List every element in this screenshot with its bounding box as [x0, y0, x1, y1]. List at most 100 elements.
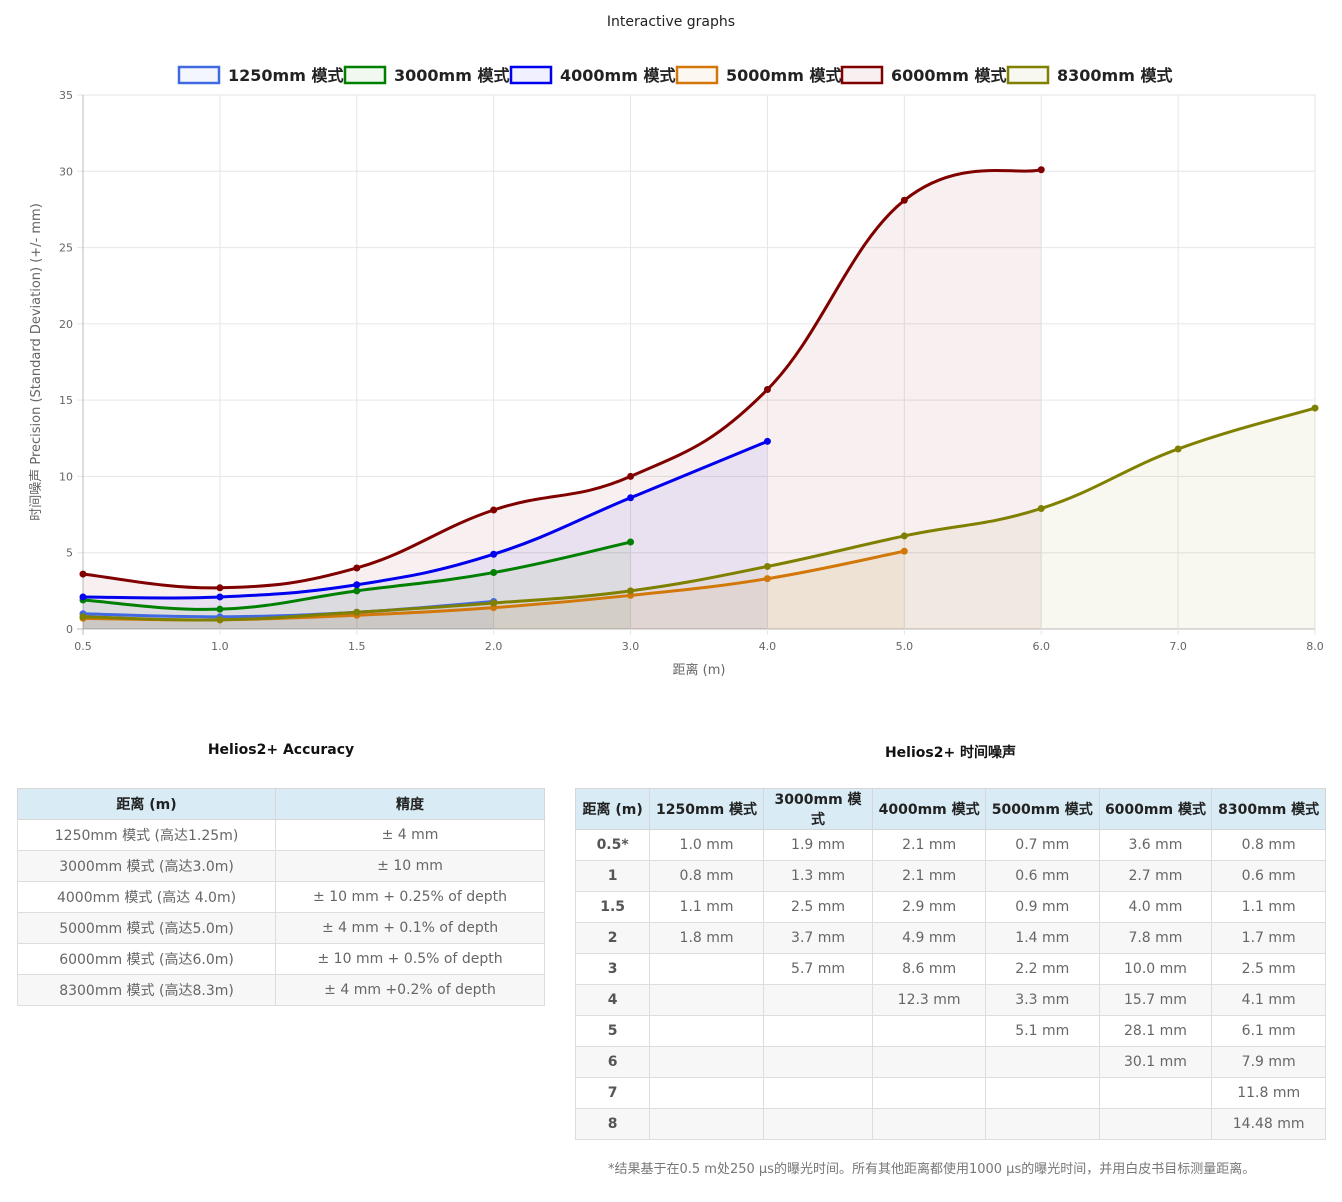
legend-item[interactable]: 1250mm 模式 [177, 65, 343, 85]
x-tick-label: 7.0 [1169, 640, 1187, 653]
table-cell: 1.4 mm [985, 922, 1100, 954]
table-row: 8 14.48 mm [574, 1108, 1326, 1140]
x-tick-label: 1.0 [211, 640, 229, 653]
accuracy-table-header-cell: 距离 (m) [16, 788, 277, 820]
data-point[interactable] [353, 564, 361, 572]
table-cell: 0.8 mm [1211, 829, 1326, 861]
table-cell: ± 10 mm [275, 850, 545, 882]
y-tick-label: 10 [59, 470, 73, 483]
table-cell: 7.8 mm [1098, 922, 1213, 954]
table-cell: 5.7 mm [762, 953, 874, 985]
x-tick-label: 8.0 [1306, 640, 1324, 653]
y-tick-label: 5 [66, 547, 73, 560]
legend-swatch [509, 65, 553, 85]
table-cell: 12.3 mm [872, 984, 986, 1016]
table-cell: 7 [574, 1077, 651, 1109]
table-cell: 2.7 mm [1098, 860, 1213, 892]
table-row: 3 5.7 mm 8.6 mm 2.2 mm 10.0 mm 2.5 mm [574, 953, 1326, 985]
table-cell [985, 1108, 1100, 1140]
data-point[interactable] [490, 599, 498, 607]
table-row: 2 1.8 mm 3.7 mm 4.9 mm 1.4 mm 7.8 mm 1.7 mm [574, 922, 1326, 954]
data-point[interactable] [79, 613, 87, 621]
legend-label: 6000mm 模式 [891, 66, 1006, 85]
data-point[interactable] [627, 587, 635, 595]
data-point[interactable] [79, 593, 87, 601]
table-cell [649, 984, 764, 1016]
table-cell: 2.9 mm [872, 891, 986, 923]
x-axis-ticks: 0.5 1.0 1.5 2.0 3.0 4.0 5.0 6.0 7.0 8.0 [74, 640, 1324, 653]
series-area [83, 169, 1042, 629]
table-cell: 2 [574, 922, 651, 954]
data-point[interactable] [490, 569, 498, 577]
legend-swatch [343, 65, 387, 85]
data-point[interactable] [763, 562, 771, 570]
noise-table-header-cell: 3000mm 模式 [762, 788, 874, 830]
data-point[interactable] [216, 584, 224, 592]
table-cell [762, 1108, 874, 1140]
table-row: 5 5.1 mm 28.1 mm 6.1 mm [574, 1015, 1326, 1047]
data-point[interactable] [900, 547, 908, 555]
table-cell: 1.7 mm [1211, 922, 1326, 954]
data-point[interactable] [627, 494, 635, 502]
data-point[interactable] [763, 575, 771, 583]
table-cell [985, 1077, 1100, 1109]
y-tick-label: 0 [66, 623, 73, 636]
table-cell: 8300mm 模式 (高达8.3m) [16, 974, 277, 1006]
table-cell [762, 984, 874, 1016]
legend-item[interactable]: 8300mm 模式 [1006, 65, 1172, 85]
data-point[interactable] [763, 437, 771, 445]
table-cell [1098, 1108, 1213, 1140]
table-cell [649, 1015, 764, 1047]
data-point[interactable] [216, 616, 224, 624]
chart-grid [77, 94, 1316, 635]
data-point[interactable] [353, 581, 361, 589]
data-point[interactable] [79, 570, 87, 578]
legend-item[interactable]: 5000mm 模式 [675, 65, 841, 85]
legend-item[interactable]: 4000mm 模式 [509, 65, 675, 85]
data-point[interactable] [1037, 504, 1045, 512]
data-point[interactable] [216, 593, 224, 601]
series-area [83, 408, 1315, 629]
table-row: 6 30.1 mm 7.9 mm [574, 1046, 1326, 1078]
data-point[interactable] [490, 506, 498, 514]
data-point[interactable] [1037, 166, 1045, 174]
data-point[interactable] [900, 196, 908, 204]
x-tick-label: 0.5 [74, 640, 92, 653]
data-point[interactable] [353, 587, 361, 595]
x-axis-title: 距离 (m) [673, 662, 726, 678]
series-line[interactable] [82, 439, 769, 600]
data-point[interactable] [353, 608, 361, 616]
page-title: Interactive graphs [606, 14, 736, 30]
table-cell: 28.1 mm [1098, 1015, 1213, 1047]
table-cell: 6 [574, 1046, 651, 1078]
data-point[interactable] [627, 538, 635, 546]
table-cell: ± 4 mm +0.2% of depth [275, 974, 545, 1006]
table-cell: 0.6 mm [985, 860, 1100, 892]
data-point[interactable] [900, 532, 908, 540]
y-tick-label: 15 [59, 394, 73, 407]
table-cell [872, 1046, 986, 1078]
series-line[interactable] [82, 168, 1042, 590]
table-row: 4000mm 模式 (高达 4.0m) ± 10 mm + 0.25% of de… [16, 881, 545, 913]
table-row: 5000mm 模式 (高达5.0m) ± 4 mm + 0.1% of depth [16, 912, 545, 944]
table-cell [872, 1108, 986, 1140]
data-point[interactable] [1174, 445, 1182, 453]
legend-item[interactable]: 6000mm 模式 [840, 65, 1006, 85]
data-point[interactable] [216, 605, 224, 613]
chart-legend[interactable]: 1250mm 模式 3000mm 模式 4000mm 模式 5000mm 模式 6000… [177, 65, 1172, 85]
x-tick-label: 5.0 [896, 640, 914, 653]
data-point[interactable] [490, 550, 498, 558]
data-point[interactable] [763, 385, 771, 393]
noise-table: 距离 (m) 1250mm 模式 3000mm 模式 4000mm 模式 5000mm … [574, 788, 1326, 1140]
noise-table-header-cell: 距离 (m) [574, 788, 651, 830]
table-cell: 4000mm 模式 (高达 4.0m) [16, 881, 277, 913]
data-point[interactable] [1311, 404, 1319, 412]
table-cell: 4.0 mm [1098, 891, 1213, 923]
data-point[interactable] [627, 472, 635, 480]
series-line[interactable] [82, 406, 1316, 622]
precision-line-chart[interactable]: 1250mm 模式 3000mm 模式 4000mm 模式 5000mm 模式 6000… [0, 55, 1342, 695]
y-tick-label: 25 [59, 242, 73, 255]
table-row: 4 12.3 mm 3.3 mm 15.7 mm 4.1 mm [574, 984, 1326, 1016]
table-row: 8300mm 模式 (高达8.3m) ± 4 mm +0.2% of depth [16, 974, 545, 1006]
legend-item[interactable]: 3000mm 模式 [343, 65, 509, 85]
